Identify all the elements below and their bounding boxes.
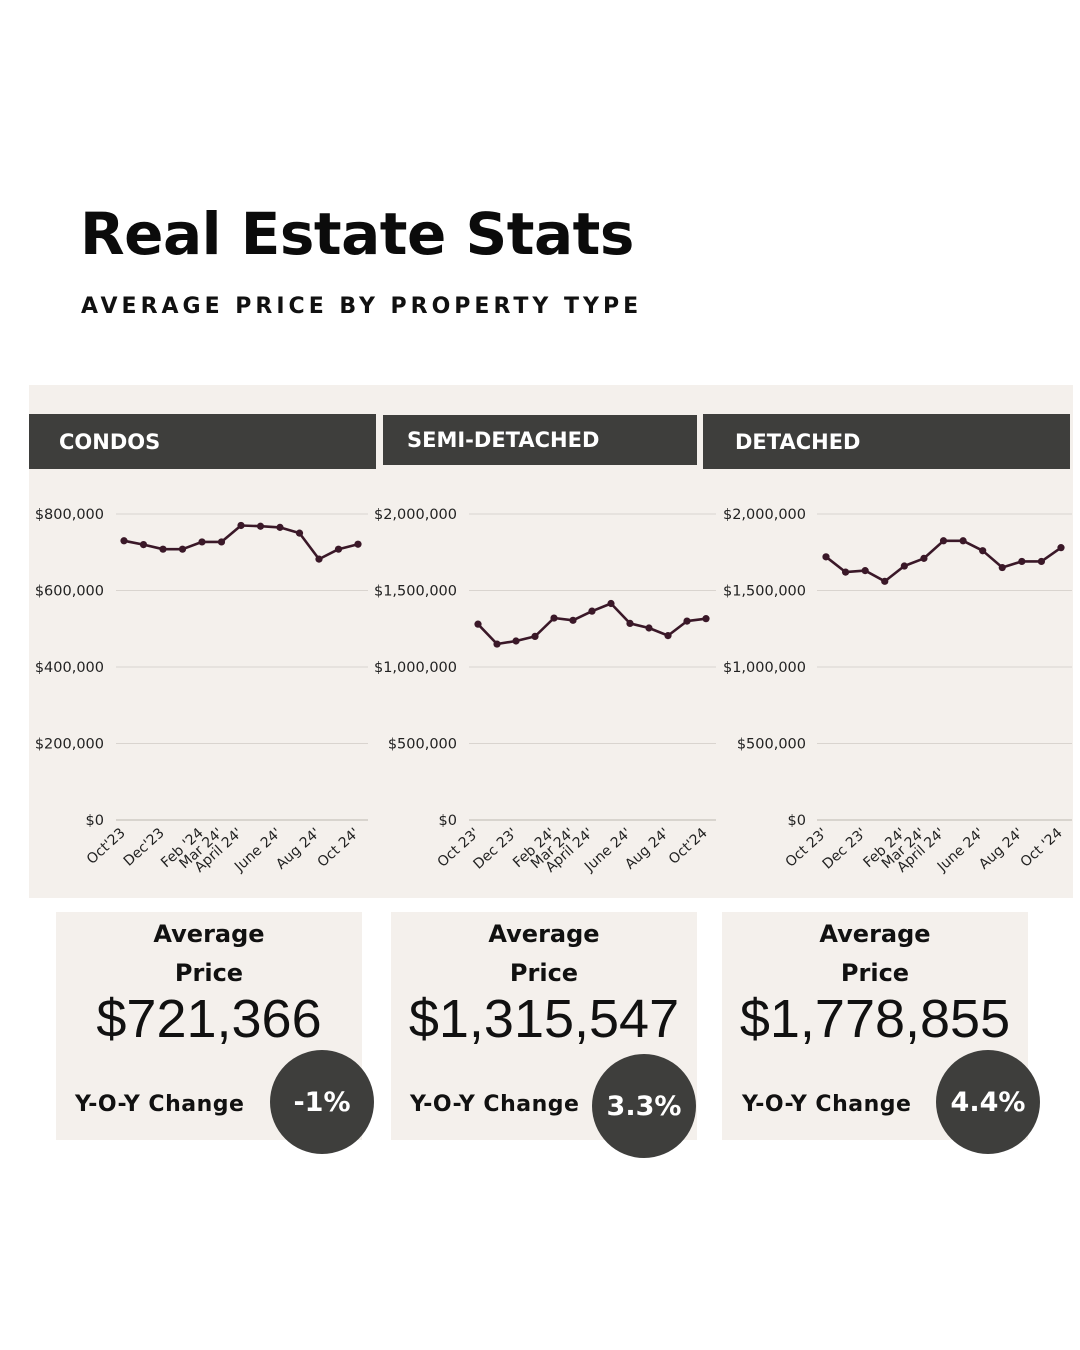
data-point — [861, 567, 869, 575]
y-tick-label: $500,000 — [737, 737, 806, 753]
average-price-value: $1,778,855 — [739, 989, 1011, 1049]
price-label: Price — [840, 959, 910, 987]
x-tick-label: Oct '24 — [1018, 825, 1066, 871]
data-point — [702, 615, 710, 623]
x-tick-label: Oct'23 — [84, 825, 129, 868]
data-point — [939, 537, 948, 545]
data-point — [607, 599, 615, 608]
x-tick-label: Aug 24' — [273, 825, 323, 873]
data-point — [664, 632, 672, 640]
data-point — [334, 545, 343, 553]
data-point — [256, 522, 265, 530]
data-point — [178, 545, 187, 553]
data-point — [1057, 544, 1065, 552]
average-price-value: $1,315,547 — [408, 989, 680, 1049]
data-point — [998, 563, 1006, 572]
y-tick-label: $1,500,000 — [723, 584, 806, 600]
condos-header-label: CONDOS — [59, 429, 161, 454]
y-tick-label: $200,000 — [35, 737, 104, 753]
y-tick-label: $0 — [788, 813, 806, 829]
data-point — [295, 529, 304, 537]
yoy-value: 3.3% — [606, 1090, 682, 1122]
data-point — [626, 619, 634, 627]
yoy-change-label: Y-O-Y Change — [75, 1092, 245, 1117]
yoy-change-label: Y-O-Y Change — [410, 1092, 580, 1117]
data-point — [276, 523, 284, 531]
y-tick-label: $800,000 — [35, 507, 104, 523]
data-point — [881, 577, 889, 585]
data-point — [900, 562, 908, 570]
data-point — [1018, 557, 1026, 566]
data-point — [550, 614, 558, 622]
semi-detached-yoy-badge: 3.3% — [592, 1054, 696, 1158]
condos-header: CONDOS — [29, 414, 376, 469]
average-label: Average — [153, 920, 265, 948]
condos-yoy-badge: -1% — [270, 1050, 374, 1154]
average-price-value: $721,366 — [96, 989, 322, 1049]
y-tick-label: $1,000,000 — [723, 660, 806, 676]
y-tick-label: $2,000,000 — [374, 507, 457, 523]
data-point — [959, 537, 967, 545]
x-tick-label: Dec 23' — [820, 825, 870, 873]
data-point — [822, 553, 830, 561]
data-point — [841, 568, 850, 576]
y-tick-label: $1,500,000 — [374, 584, 457, 600]
data-point — [645, 624, 653, 632]
x-tick-label: Aug 24' — [976, 825, 1026, 873]
average-label: Average — [488, 920, 600, 948]
x-tick-label: Oct'24 — [666, 825, 711, 868]
y-tick-label: $1,000,000 — [374, 660, 457, 676]
detached-header: DETACHED — [703, 414, 1070, 469]
data-point — [588, 607, 596, 615]
semi-detached-header: SEMI-DETACHED — [383, 415, 697, 465]
x-tick-label: Oct 24' — [315, 825, 363, 871]
page-title: Real Estate Stats — [80, 200, 634, 268]
data-point — [920, 554, 928, 562]
chart-2: $0 $500,000 $1,000,000 $1,500,000 $2,000,000… — [723, 507, 1072, 876]
data-point — [569, 616, 577, 624]
semi-detached-header-label: SEMI-DETACHED — [407, 428, 600, 452]
y-tick-label: $600,000 — [35, 584, 104, 600]
chart-1: $0 $500,000 $1,000,000 $1,500,000 $2,000,000… — [374, 507, 716, 876]
y-tick-label: $0 — [439, 813, 457, 829]
data-point — [683, 617, 691, 625]
price-label: Price — [174, 959, 244, 987]
detached-header-label: DETACHED — [735, 429, 861, 454]
data-point — [512, 637, 520, 645]
series-line — [825, 539, 1062, 583]
data-point — [1037, 557, 1046, 566]
chart-0: $0 $200,000 $400,000 $600,000 $800,000 Oct'23… — [35, 507, 368, 876]
detached-yoy-badge: 4.4% — [936, 1050, 1040, 1154]
yoy-change-label: Y-O-Y Change — [742, 1092, 912, 1117]
data-point — [159, 545, 167, 553]
data-point — [493, 640, 501, 648]
y-tick-label: $0 — [86, 813, 104, 829]
data-point — [237, 521, 245, 530]
y-tick-label: $2,000,000 — [723, 507, 806, 523]
data-point — [474, 620, 482, 628]
y-tick-label: $400,000 — [35, 660, 104, 676]
charts-panel — [29, 385, 1073, 898]
data-point — [354, 540, 362, 548]
price-label: Price — [509, 959, 579, 987]
page-subtitle: AVERAGE PRICE BY PROPERTY TYPE — [81, 294, 643, 319]
data-point — [531, 632, 539, 641]
data-point — [217, 538, 226, 546]
yoy-value: -1% — [293, 1086, 351, 1118]
data-point — [315, 555, 323, 563]
data-point — [979, 547, 987, 555]
data-point — [120, 537, 128, 545]
data-point — [198, 538, 206, 546]
average-label: Average — [819, 920, 931, 948]
y-tick-label: $500,000 — [388, 737, 457, 753]
yoy-value: 4.4% — [950, 1086, 1026, 1118]
series-line — [123, 524, 359, 561]
data-point — [139, 541, 148, 549]
